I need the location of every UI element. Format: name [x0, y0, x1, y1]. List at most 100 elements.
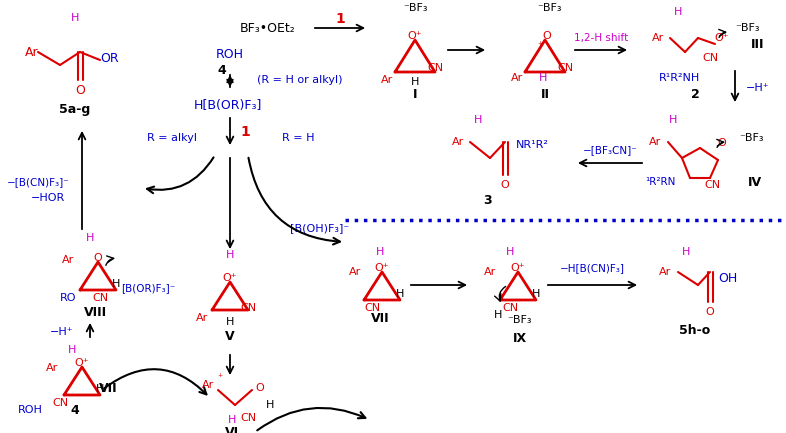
Text: H: H — [68, 345, 76, 355]
Text: NR¹R²: NR¹R² — [516, 140, 549, 150]
Text: 1: 1 — [335, 12, 345, 26]
Text: CN: CN — [427, 63, 443, 73]
Text: VI: VI — [225, 426, 239, 433]
Text: H: H — [228, 415, 236, 425]
Text: Ar: Ar — [511, 73, 523, 83]
Text: Ar: Ar — [196, 313, 208, 323]
Text: CN: CN — [52, 398, 68, 408]
Text: O⁺: O⁺ — [714, 33, 729, 43]
Text: VII: VII — [371, 311, 389, 324]
Text: ¹R²RN: ¹R²RN — [645, 177, 675, 187]
Text: H: H — [506, 247, 514, 257]
Text: H: H — [266, 400, 274, 410]
Text: H: H — [112, 279, 120, 289]
Text: ⁺: ⁺ — [538, 41, 542, 51]
Text: H: H — [96, 384, 105, 394]
Text: 1: 1 — [241, 125, 250, 139]
Text: ⁻BF₃: ⁻BF₃ — [508, 315, 532, 325]
Text: VIII: VIII — [83, 306, 107, 319]
Text: 4: 4 — [71, 404, 79, 417]
Text: Ar: Ar — [25, 45, 39, 58]
Text: O⁺: O⁺ — [408, 31, 422, 41]
Text: Ar: Ar — [484, 267, 496, 277]
Text: H: H — [674, 7, 682, 17]
Text: O⁺: O⁺ — [222, 273, 237, 283]
Text: O: O — [706, 307, 714, 317]
Text: ⁻BF₃: ⁻BF₃ — [736, 23, 760, 33]
Text: II: II — [541, 88, 549, 101]
Text: ROH: ROH — [216, 48, 244, 61]
Text: III: III — [751, 38, 765, 51]
Text: CN: CN — [704, 180, 720, 190]
Text: H: H — [226, 250, 234, 260]
Text: 4: 4 — [218, 64, 226, 77]
Text: 5a-g: 5a-g — [60, 103, 90, 116]
Text: CN: CN — [502, 303, 518, 313]
Text: O: O — [542, 31, 551, 41]
Text: V: V — [225, 330, 235, 343]
Text: R¹R²NH: R¹R²NH — [659, 73, 700, 83]
Text: −[BF₃CN]⁻: −[BF₃CN]⁻ — [582, 145, 637, 155]
Text: −H⁺: −H⁺ — [746, 83, 769, 93]
Text: H: H — [411, 77, 419, 87]
Text: CN: CN — [557, 63, 573, 73]
Text: RO: RO — [60, 293, 76, 303]
Text: Ar: Ar — [349, 267, 361, 277]
Text: Ar: Ar — [62, 255, 74, 265]
Text: Ar: Ar — [46, 363, 58, 373]
Text: H: H — [396, 289, 404, 299]
Text: H: H — [376, 247, 384, 257]
Text: 2: 2 — [691, 87, 700, 100]
Text: O: O — [718, 138, 726, 148]
Text: VII: VII — [99, 381, 117, 394]
Text: Ar: Ar — [659, 267, 671, 277]
Text: 3: 3 — [483, 194, 492, 207]
Text: H[B(OR)F₃]: H[B(OR)F₃] — [194, 98, 263, 112]
Text: H: H — [681, 247, 690, 257]
Text: O: O — [94, 253, 102, 263]
Text: Ar: Ar — [452, 137, 464, 147]
Text: CN: CN — [364, 303, 380, 313]
Text: [B(OH)F₃]⁻: [B(OH)F₃]⁻ — [290, 223, 350, 233]
Text: H: H — [669, 115, 678, 125]
Text: Ar: Ar — [652, 33, 664, 43]
Text: −HOR: −HOR — [31, 193, 65, 203]
Text: −[B(CN)F₃]⁻: −[B(CN)F₃]⁻ — [6, 177, 69, 187]
Text: 5h-o: 5h-o — [679, 323, 711, 336]
Text: H: H — [86, 233, 94, 243]
Text: H: H — [532, 289, 540, 299]
Text: IV: IV — [748, 175, 762, 188]
Text: (R = H or alkyl): (R = H or alkyl) — [257, 75, 343, 85]
Text: H: H — [494, 310, 502, 320]
Text: O: O — [255, 383, 264, 393]
Text: Ar: Ar — [649, 137, 661, 147]
Text: H: H — [71, 13, 79, 23]
Text: ⁻BF₃: ⁻BF₃ — [402, 3, 428, 13]
Text: O⁺: O⁺ — [75, 358, 90, 368]
Text: H: H — [226, 317, 234, 327]
Text: OR: OR — [101, 52, 119, 65]
Text: ROH: ROH — [17, 405, 42, 415]
Text: O: O — [501, 180, 509, 190]
Text: OH: OH — [718, 271, 737, 284]
Text: ⁺: ⁺ — [218, 373, 222, 383]
Text: [B(OR)F₃]⁻: [B(OR)F₃]⁻ — [121, 283, 175, 293]
Text: H: H — [474, 115, 482, 125]
Text: −H[B(CN)F₃]: −H[B(CN)F₃] — [560, 263, 625, 273]
Text: −H⁺: −H⁺ — [50, 327, 74, 337]
Text: R = H: R = H — [281, 133, 314, 143]
Text: CN: CN — [92, 293, 108, 303]
Text: 1,2-H shift: 1,2-H shift — [574, 33, 628, 43]
Text: Ar: Ar — [202, 380, 214, 390]
Text: O: O — [75, 84, 85, 97]
Text: O⁺: O⁺ — [375, 263, 389, 273]
Text: CN: CN — [702, 53, 718, 63]
Text: CN: CN — [240, 303, 256, 313]
Text: ⁻BF₃: ⁻BF₃ — [740, 133, 764, 143]
Text: IX: IX — [513, 332, 527, 345]
Text: BF₃•OEt₂: BF₃•OEt₂ — [241, 22, 296, 35]
Text: R = alkyl: R = alkyl — [147, 133, 197, 143]
Text: O⁺: O⁺ — [511, 263, 525, 273]
Text: Ar: Ar — [381, 75, 393, 85]
Text: H: H — [539, 73, 547, 83]
